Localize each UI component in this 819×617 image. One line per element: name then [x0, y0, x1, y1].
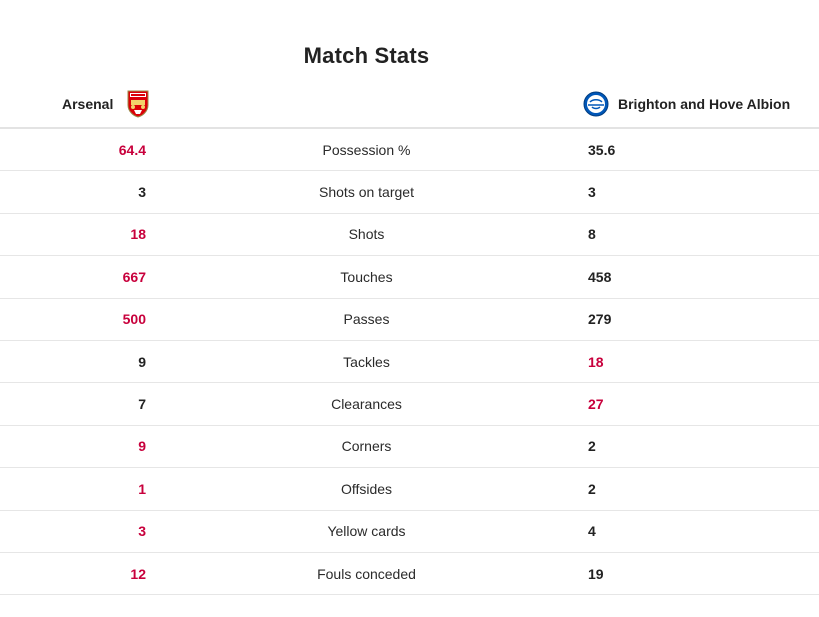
away-value: 4	[588, 523, 596, 540]
home-value: 3	[138, 523, 146, 540]
stat-row-corners: 9 Corners 2	[0, 426, 819, 469]
stat-label: Possession %	[322, 141, 411, 158]
stat-row-possession: 64.4 Possession % 35.6	[0, 129, 819, 172]
stat-label: Passes	[343, 311, 390, 328]
away-team[interactable]: Brighton and Hove Albion	[583, 88, 790, 120]
stat-row-passes: 500 Passes 279	[0, 299, 819, 341]
header-divider	[0, 127, 819, 129]
home-value: 9	[138, 438, 146, 455]
away-value: 3	[588, 184, 596, 201]
away-value: 8	[588, 226, 596, 243]
home-team-name: Arsenal	[62, 96, 114, 112]
arsenal-crest-icon	[127, 90, 149, 118]
away-value: 2	[588, 480, 596, 497]
away-value: 35.6	[588, 141, 616, 158]
stat-row-yellow-cards: 3 Yellow cards 4	[0, 511, 819, 553]
stat-row-tackles: 9 Tackles 18	[0, 341, 819, 384]
stat-row-fouls-conceded: 12 Fouls conceded 19	[0, 553, 819, 596]
stat-label: Tackles	[343, 353, 390, 370]
stat-label: Fouls conceded	[317, 565, 416, 582]
brighton-crest-icon	[583, 91, 609, 117]
stats-table: 64.4 Possession % 35.6 3 Shots on target…	[0, 129, 819, 596]
stat-row-touches: 667 Touches 458	[0, 256, 819, 299]
home-value: 7	[138, 396, 146, 413]
home-value: 18	[130, 226, 146, 243]
home-value: 1	[138, 480, 146, 497]
home-value: 12	[130, 565, 146, 582]
away-value: 279	[588, 311, 612, 328]
away-value: 27	[588, 396, 604, 413]
home-value: 667	[122, 268, 146, 285]
stat-label: Yellow cards	[327, 523, 406, 540]
home-value: 9	[138, 353, 146, 370]
page-title: Match Stats	[303, 43, 430, 68]
stat-row-shots-on-target: 3 Shots on target 3	[0, 171, 819, 214]
away-value: 19	[588, 565, 604, 582]
home-value: 500	[122, 311, 146, 328]
away-value: 2	[588, 438, 596, 455]
stat-label: Corners	[341, 438, 392, 455]
away-team-name: Brighton and Hove Albion	[618, 96, 791, 112]
stat-label: Clearances	[331, 396, 402, 413]
away-value: 458	[588, 268, 612, 285]
stat-row-shots: 18 Shots 8	[0, 214, 819, 257]
away-value: 18	[588, 353, 604, 370]
home-value: 3	[138, 184, 146, 201]
home-value: 64.4	[118, 141, 146, 158]
stat-row-offsides: 1 Offsides 2	[0, 468, 819, 511]
stat-label: Shots	[348, 226, 385, 243]
stat-label: Offsides	[340, 480, 393, 497]
stat-label: Shots on target	[319, 184, 414, 201]
stat-label: Touches	[340, 268, 393, 285]
stat-row-clearances: 7 Clearances 27	[0, 383, 819, 426]
team-header: Arsenal Brighton and Hove Albion	[0, 88, 819, 126]
home-team[interactable]: Arsenal	[62, 88, 150, 120]
